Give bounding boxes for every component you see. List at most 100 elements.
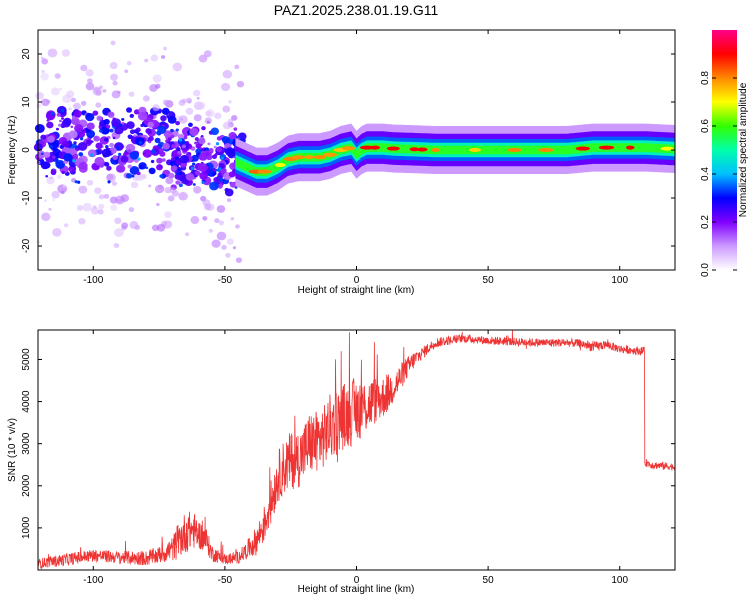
colorbar-ticks: 0.0 0.2 0.4 0.6 0.8 bbox=[700, 71, 737, 277]
heat-cell bbox=[56, 174, 62, 179]
heat-cell bbox=[178, 115, 188, 124]
heat-cell bbox=[142, 149, 153, 158]
colorbar-tick-label: 0.0 bbox=[700, 263, 711, 277]
heat-cell bbox=[177, 133, 185, 140]
heat-cell bbox=[40, 152, 44, 156]
ridge-hotspot bbox=[386, 146, 400, 151]
heat-cell bbox=[191, 154, 199, 162]
heat-cell bbox=[210, 127, 219, 136]
heat-cell bbox=[107, 111, 115, 118]
ridge-hotspot bbox=[292, 155, 306, 160]
heat-cell bbox=[74, 180, 78, 184]
heat-cell bbox=[56, 112, 61, 117]
heat-cell bbox=[177, 151, 182, 155]
heat-cell bbox=[176, 172, 180, 176]
heat-cell bbox=[226, 238, 234, 245]
spectrogram-ridge bbox=[235, 123, 675, 196]
heat-cell bbox=[228, 132, 237, 140]
heat-cell bbox=[101, 148, 112, 158]
x-tick-label: 0 bbox=[354, 575, 360, 586]
heat-cell bbox=[224, 187, 230, 193]
heat-cell bbox=[203, 203, 212, 211]
heat-cell bbox=[137, 111, 148, 121]
heat-cell bbox=[87, 78, 93, 84]
heat-cell bbox=[80, 137, 84, 141]
heat-cell bbox=[109, 128, 114, 133]
ridge-hotspot bbox=[274, 163, 286, 167]
heat-cell bbox=[163, 130, 172, 138]
heat-cell bbox=[185, 232, 190, 237]
heat-cell bbox=[231, 115, 238, 121]
heat-cell bbox=[203, 50, 212, 58]
heat-cell bbox=[104, 162, 110, 167]
y-tick-label: 10 bbox=[21, 96, 32, 108]
ridge-hotspot bbox=[626, 145, 635, 150]
heat-cell bbox=[97, 209, 104, 215]
heat-cell bbox=[52, 228, 62, 237]
heat-cell bbox=[121, 117, 125, 121]
heat-cell bbox=[217, 183, 223, 189]
heat-cell bbox=[211, 154, 217, 160]
heat-cell bbox=[222, 105, 231, 113]
heat-cell bbox=[90, 207, 100, 215]
heat-cell bbox=[82, 202, 92, 212]
heat-cell bbox=[208, 228, 214, 233]
heat-cell bbox=[110, 204, 118, 211]
heat-cell bbox=[232, 246, 237, 250]
heat-cell bbox=[46, 99, 51, 104]
heat-cell bbox=[61, 117, 65, 120]
heat-cell bbox=[236, 80, 244, 88]
heat-cell bbox=[218, 167, 222, 171]
heat-cell bbox=[142, 95, 150, 102]
heat-cell bbox=[103, 118, 110, 125]
ridge-hotspot bbox=[507, 148, 522, 152]
x-tick-label: 50 bbox=[483, 275, 495, 286]
heat-cell bbox=[159, 151, 166, 157]
heat-cell bbox=[120, 155, 129, 163]
heat-cell bbox=[114, 126, 124, 135]
heat-cell bbox=[148, 167, 156, 175]
snr-panel: -100 -50 0 50 100 1000 2000 3000 4000 5000 Heigh… bbox=[7, 329, 676, 595]
heat-cell bbox=[40, 161, 50, 170]
heat-cell bbox=[105, 124, 111, 129]
heat-cell bbox=[205, 109, 215, 118]
heat-cell bbox=[144, 58, 149, 63]
heat-cell bbox=[104, 137, 109, 142]
colorbar-tick-label: 0.4 bbox=[700, 167, 711, 181]
heat-cell bbox=[178, 138, 183, 142]
heat-cell bbox=[207, 142, 211, 146]
ridge-hotspot bbox=[431, 148, 440, 152]
heat-cell bbox=[214, 112, 222, 120]
y-tick-label: -20 bbox=[21, 238, 32, 253]
x-tick-label: 100 bbox=[611, 275, 628, 286]
heat-cell bbox=[61, 49, 71, 57]
heat-cell bbox=[204, 117, 213, 125]
ridge-hotspot bbox=[575, 146, 591, 151]
heat-cell bbox=[87, 149, 97, 158]
heat-cell bbox=[174, 173, 182, 180]
heat-cell bbox=[126, 60, 132, 66]
heat-cell bbox=[112, 136, 116, 140]
heat-cell bbox=[98, 129, 103, 133]
heat-cell bbox=[195, 148, 202, 154]
heat-cell bbox=[68, 107, 72, 111]
heat-cell bbox=[36, 161, 41, 165]
heat-cell bbox=[114, 228, 124, 237]
figure-title: PAZ1.2025.238.01.19.G11 bbox=[274, 2, 439, 18]
heat-cell bbox=[62, 184, 66, 189]
heat-cell bbox=[189, 127, 199, 137]
heat-cell bbox=[178, 191, 188, 201]
heat-cell bbox=[93, 135, 100, 142]
heat-cell bbox=[85, 69, 94, 77]
heat-cell bbox=[150, 54, 159, 62]
heat-cell bbox=[98, 85, 103, 90]
heat-cell bbox=[175, 180, 181, 185]
heat-cell bbox=[137, 157, 141, 161]
heat-cell bbox=[194, 141, 198, 145]
heat-cell bbox=[193, 114, 202, 122]
heat-cell bbox=[74, 124, 84, 133]
heat-cell bbox=[126, 107, 133, 113]
heat-cell bbox=[86, 139, 93, 145]
heat-cell bbox=[177, 167, 181, 171]
heat-cell bbox=[148, 184, 152, 188]
